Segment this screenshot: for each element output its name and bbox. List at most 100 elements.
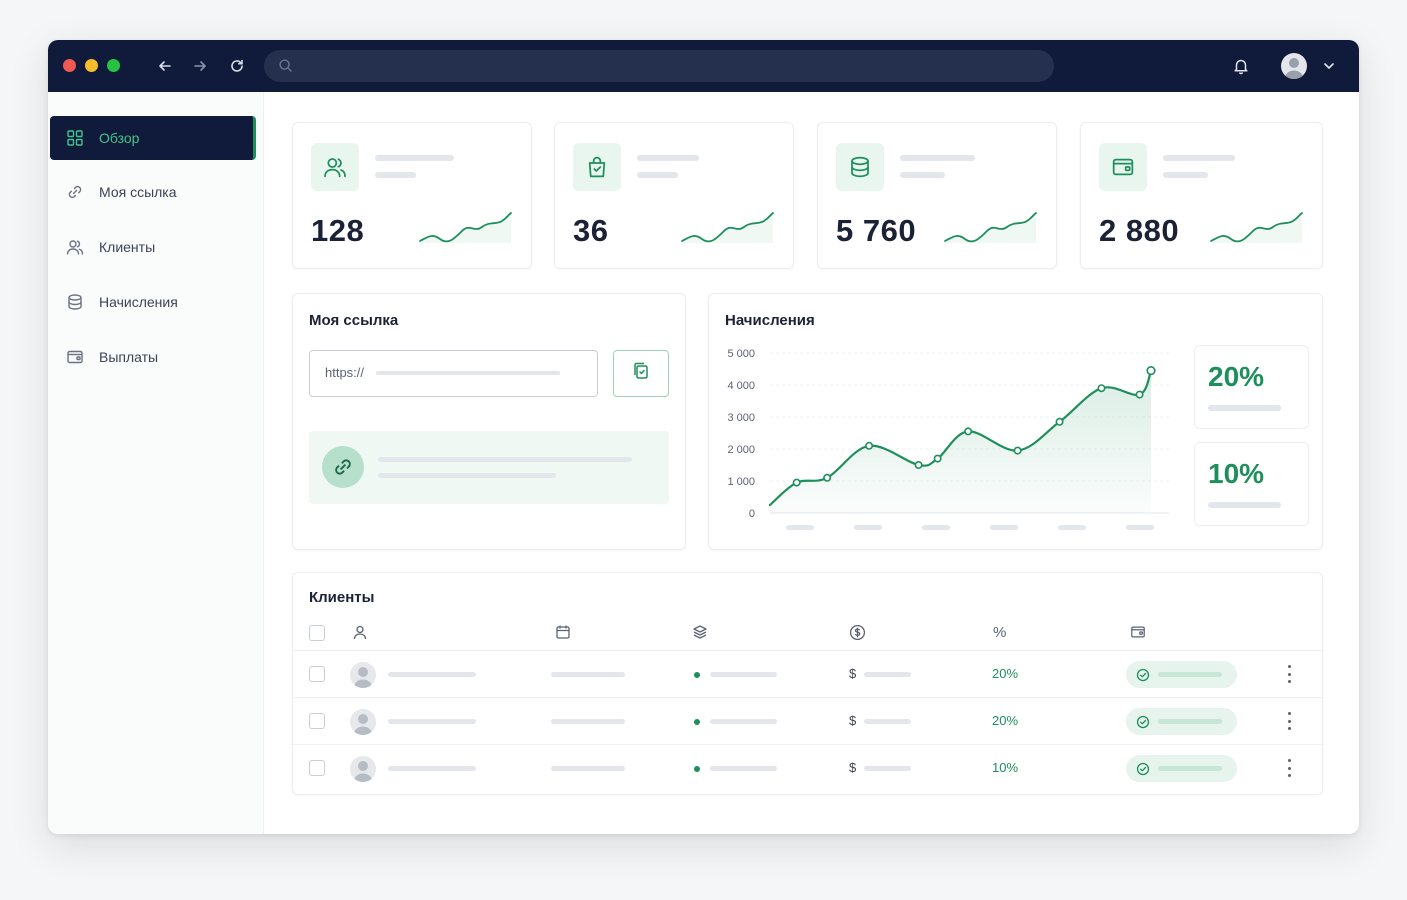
chart-point (933, 454, 942, 463)
reload-icon[interactable] (225, 54, 249, 78)
commission-percent: 20% (992, 666, 1019, 681)
status-placeholder (1158, 766, 1222, 771)
x-tick-label-placeholder (922, 525, 950, 530)
text-placeholder (378, 457, 632, 462)
amount-placeholder (864, 766, 911, 771)
client-avatar (350, 709, 376, 735)
row-checkbox[interactable] (309, 666, 325, 682)
minimize-window-button[interactable] (85, 59, 98, 72)
sidebar-item-payouts[interactable]: Выплаты (50, 335, 256, 379)
label-placeholder (375, 155, 454, 161)
sparkline (419, 212, 512, 243)
y-tick-label: 2 000 (727, 444, 755, 456)
sparkline (681, 212, 774, 243)
sidebar-item-overview[interactable]: Обзор (50, 116, 256, 160)
row-menu-icon[interactable] (1286, 759, 1292, 777)
link-icon (66, 183, 84, 201)
sidebar-item-label: Обзор (99, 130, 140, 146)
commission-percent: 10% (992, 760, 1019, 775)
y-tick-label: 3 000 (727, 412, 755, 424)
y-tick-label: 5 000 (727, 348, 755, 360)
table-row[interactable]: $ 10% (293, 744, 1324, 791)
sublabel-placeholder (1163, 172, 1208, 178)
user-icon (352, 624, 368, 640)
client-name-placeholder (388, 766, 476, 771)
table-row[interactable]: $ 20% (293, 650, 1324, 697)
sidebar-item-clients[interactable]: Клиенты (50, 225, 256, 269)
chart-point (1097, 384, 1106, 393)
currency-symbol: $ (849, 666, 857, 681)
stat-card-accruals[interactable]: 5 760 (817, 122, 1057, 269)
copy-icon (630, 360, 652, 387)
payout-status-badge (1126, 661, 1237, 688)
user-avatar[interactable] (1281, 53, 1307, 79)
stat-card-clients[interactable]: 128 (292, 122, 532, 269)
label-placeholder (900, 155, 975, 161)
stat-value: 5 760 (836, 213, 917, 248)
row-menu-icon[interactable] (1286, 665, 1292, 683)
stat-card-payouts[interactable]: 2 880 (1080, 122, 1323, 269)
row-menu-icon[interactable] (1286, 712, 1292, 730)
close-window-button[interactable] (63, 59, 76, 72)
check-circle-icon (1136, 668, 1150, 682)
sparkline (944, 212, 1037, 243)
maximize-window-button[interactable] (107, 59, 120, 72)
sidebar-item-label: Выплаты (99, 349, 159, 365)
users-icon (311, 143, 359, 191)
bell-icon[interactable] (1229, 54, 1253, 78)
accruals-line-chart: 5 000 4 000 3 000 2 000 1 000 0 (727, 348, 1169, 530)
copy-link-button[interactable] (613, 350, 669, 397)
amount-placeholder (864, 719, 911, 724)
sidebar-item-accruals[interactable]: Начисления (50, 280, 256, 324)
chevron-down-icon[interactable] (1317, 54, 1341, 78)
sublabel-placeholder (637, 172, 678, 178)
row-checkbox[interactable] (309, 760, 325, 776)
chart-point (865, 441, 874, 450)
table-row[interactable]: $ 20% (293, 697, 1324, 744)
payout-status-badge (1126, 708, 1237, 735)
percent-card: 20% (1194, 345, 1309, 429)
x-tick-label-placeholder (854, 525, 882, 530)
referral-link-field[interactable]: https:// (309, 350, 598, 397)
chart-point (792, 478, 801, 487)
status-placeholder (1158, 672, 1222, 677)
status-dot (694, 672, 700, 678)
x-tick-label-placeholder (990, 525, 1018, 530)
chart-point (1055, 417, 1064, 426)
stat-card-orders[interactable]: 36 (554, 122, 794, 269)
row-checkbox[interactable] (309, 713, 325, 729)
layers-icon (692, 624, 708, 640)
client-name-placeholder (388, 672, 476, 677)
grid-icon (66, 129, 84, 147)
date-placeholder (551, 672, 625, 677)
card-title: Моя ссылка (309, 312, 399, 329)
y-tick-label: 0 (749, 508, 755, 520)
back-arrow-icon[interactable] (153, 54, 177, 78)
check-circle-icon (1136, 762, 1150, 776)
stat-value: 36 (573, 213, 609, 248)
forward-arrow-icon[interactable] (188, 54, 212, 78)
card-title: Начисления (725, 312, 815, 329)
sidebar-item-label: Клиенты (99, 239, 156, 255)
label-placeholder (637, 155, 699, 161)
plan-placeholder (710, 719, 777, 724)
payout-status-badge (1126, 755, 1237, 782)
sidebar-item-label: Начисления (99, 294, 178, 310)
select-all-checkbox[interactable] (309, 625, 325, 641)
clients-table-card: Клиенты % $ 20% (292, 572, 1324, 795)
link-info-panel (309, 431, 669, 504)
wallet-icon (66, 348, 84, 366)
date-placeholder (551, 719, 625, 724)
plan-placeholder (710, 766, 777, 771)
percent-label-placeholder (1208, 405, 1281, 411)
percent-value: 20% (1208, 361, 1265, 392)
stat-value: 128 (311, 213, 365, 248)
sidebar-item-my-link[interactable]: Моя ссылка (50, 170, 256, 214)
stat-value: 2 880 (1099, 213, 1180, 248)
sparkline (1210, 212, 1303, 243)
x-tick-label-placeholder (786, 525, 814, 530)
percent-value: 10% (1208, 458, 1265, 489)
address-bar[interactable] (264, 50, 1054, 82)
chart-point (964, 427, 973, 436)
client-avatar (350, 756, 376, 782)
